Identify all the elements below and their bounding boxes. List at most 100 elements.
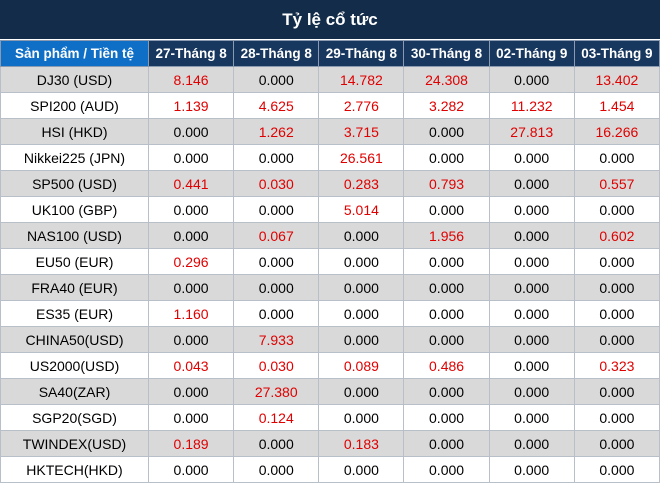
table-row: SPI200 (AUD) 1.139 4.625 2.776 3.282 11.232 1.… bbox=[0, 92, 660, 119]
dividend-value-cell: 0.000 bbox=[147, 456, 235, 483]
dividend-value-cell: 0.000 bbox=[573, 456, 660, 483]
table-row: SGP20(SGD) 0.000 0.124 0.000 0.000 0.000 0.000 bbox=[0, 404, 660, 431]
dividend-value-cell: 1.454 bbox=[573, 92, 660, 119]
dividend-value-cell: 3.282 bbox=[403, 92, 490, 119]
dividend-value-cell: 0.124 bbox=[233, 404, 320, 431]
dividend-value-cell: 0.000 bbox=[403, 144, 490, 171]
dividend-value-cell: 5.014 bbox=[318, 196, 405, 223]
header-date: 03-Tháng 9 bbox=[573, 40, 660, 67]
product-cell: DJ30 (USD) bbox=[0, 66, 149, 93]
dividend-value-cell: 0.000 bbox=[233, 196, 320, 223]
table-row: SA40(ZAR) 0.000 27.380 0.000 0.000 0.000 0.000 bbox=[0, 378, 660, 405]
product-cell: HKTECH(HKD) bbox=[0, 456, 149, 483]
product-cell: NAS100 (USD) bbox=[0, 222, 149, 249]
dividend-value-cell: 0.000 bbox=[573, 300, 660, 327]
dividend-value-cell: 0.000 bbox=[318, 222, 405, 249]
dividend-value-cell: 24.308 bbox=[403, 66, 490, 93]
table-row: CHINA50(USD) 0.000 7.933 0.000 0.000 0.000 0.0… bbox=[0, 326, 660, 353]
product-cell: SP500 (USD) bbox=[0, 170, 149, 197]
dividend-value-cell: 0.000 bbox=[488, 66, 575, 93]
table-title: Tỷ lệ cổ tức bbox=[0, 0, 660, 40]
dividend-value-cell: 0.793 bbox=[403, 170, 490, 197]
dividend-value-cell: 0.000 bbox=[488, 144, 575, 171]
dividend-value-cell: 0.000 bbox=[403, 118, 490, 145]
dividend-value-cell: 0.000 bbox=[147, 118, 235, 145]
dividend-value-cell: 0.000 bbox=[318, 248, 405, 275]
dividend-value-cell: 0.000 bbox=[488, 456, 575, 483]
dividend-value-cell: 0.189 bbox=[147, 430, 235, 457]
dividend-value-cell: 0.000 bbox=[318, 456, 405, 483]
table-row: NAS100 (USD) 0.000 0.067 0.000 1.956 0.000 0.6… bbox=[0, 222, 660, 249]
header-date: 02-Tháng 9 bbox=[488, 40, 575, 67]
dividend-value-cell: 7.933 bbox=[233, 326, 320, 353]
table-row: Nikkei225 (JPN) 0.000 0.000 26.561 0.000 0.00… bbox=[0, 144, 660, 171]
dividend-value-cell: 0.441 bbox=[147, 170, 235, 197]
product-cell: ES35 (EUR) bbox=[0, 300, 149, 327]
dividend-value-cell: 0.000 bbox=[233, 248, 320, 275]
dividend-value-cell: 0.000 bbox=[488, 300, 575, 327]
dividend-value-cell: 0.296 bbox=[147, 248, 235, 275]
dividend-value-cell: 0.602 bbox=[573, 222, 660, 249]
product-cell: SGP20(SGD) bbox=[0, 404, 149, 431]
dividend-value-cell: 0.000 bbox=[488, 222, 575, 249]
header-row: Sản phẩm / Tiền tệ 27-Tháng 8 28-Tháng 8… bbox=[0, 40, 660, 67]
dividend-value-cell: 0.000 bbox=[318, 378, 405, 405]
product-cell: EU50 (EUR) bbox=[0, 248, 149, 275]
dividend-value-cell: 16.266 bbox=[573, 118, 660, 145]
dividend-value-cell: 0.000 bbox=[233, 456, 320, 483]
table-row: DJ30 (USD) 8.146 0.000 14.782 24.308 0.000 13.… bbox=[0, 66, 660, 93]
dividend-value-cell: 26.561 bbox=[318, 144, 405, 171]
dividend-value-cell: 14.782 bbox=[318, 66, 405, 93]
product-cell: SA40(ZAR) bbox=[0, 378, 149, 405]
dividend-value-cell: 0.000 bbox=[488, 378, 575, 405]
table-row: UK100 (GBP) 0.000 0.000 5.014 0.000 0.000 0.00… bbox=[0, 196, 660, 223]
dividend-value-cell: 0.283 bbox=[318, 170, 405, 197]
dividend-value-cell: 27.380 bbox=[233, 378, 320, 405]
dividend-value-cell: 0.000 bbox=[318, 326, 405, 353]
dividend-value-cell: 0.000 bbox=[488, 170, 575, 197]
table-row: HSI (HKD) 0.000 1.262 3.715 0.000 27.813 16.26… bbox=[0, 118, 660, 145]
header-date: 30-Tháng 8 bbox=[403, 40, 490, 67]
dividend-value-cell: 0.000 bbox=[573, 378, 660, 405]
dividend-value-cell: 0.000 bbox=[488, 248, 575, 275]
dividend-value-cell: 0.043 bbox=[147, 352, 235, 379]
table-row: US2000(USD) 0.043 0.030 0.089 0.486 0.000 0.32… bbox=[0, 352, 660, 379]
dividend-value-cell: 0.000 bbox=[233, 66, 320, 93]
product-cell: US2000(USD) bbox=[0, 352, 149, 379]
dividend-value-cell: 1.262 bbox=[233, 118, 320, 145]
dividend-value-cell: 0.000 bbox=[403, 430, 490, 457]
table-row: ES35 (EUR) 1.160 0.000 0.000 0.000 0.000 0.000 bbox=[0, 300, 660, 327]
dividend-value-cell: 0.000 bbox=[573, 326, 660, 353]
product-cell: Nikkei225 (JPN) bbox=[0, 144, 149, 171]
dividend-value-cell: 0.000 bbox=[573, 144, 660, 171]
dividend-value-cell: 0.000 bbox=[573, 404, 660, 431]
dividend-value-cell: 1.139 bbox=[147, 92, 235, 119]
dividend-value-cell: 2.776 bbox=[318, 92, 405, 119]
table-row: HKTECH(HKD) 0.000 0.000 0.000 0.000 0.000 0.00… bbox=[0, 456, 660, 483]
dividend-value-cell: 0.000 bbox=[147, 274, 235, 301]
dividend-value-cell: 0.000 bbox=[403, 248, 490, 275]
header-product: Sản phẩm / Tiền tệ bbox=[0, 40, 149, 67]
dividend-value-cell: 0.323 bbox=[573, 352, 660, 379]
dividend-value-cell: 1.956 bbox=[403, 222, 490, 249]
dividend-value-cell: 0.030 bbox=[233, 170, 320, 197]
dividend-value-cell: 0.000 bbox=[403, 456, 490, 483]
table-row: EU50 (EUR) 0.296 0.000 0.000 0.000 0.000 0.000 bbox=[0, 248, 660, 275]
dividend-value-cell: 0.000 bbox=[403, 378, 490, 405]
product-cell: TWINDEX(USD) bbox=[0, 430, 149, 457]
dividend-value-cell: 0.000 bbox=[488, 196, 575, 223]
dividend-value-cell: 13.402 bbox=[573, 66, 660, 93]
dividend-value-cell: 0.000 bbox=[403, 274, 490, 301]
dividend-value-cell: 0.000 bbox=[318, 300, 405, 327]
dividend-value-cell: 0.000 bbox=[233, 300, 320, 327]
dividend-value-cell: 0.000 bbox=[573, 274, 660, 301]
dividend-value-cell: 11.232 bbox=[488, 92, 575, 119]
product-cell: SPI200 (AUD) bbox=[0, 92, 149, 119]
table-body: DJ30 (USD) 8.146 0.000 14.782 24.308 0.000 13.… bbox=[0, 66, 660, 483]
dividend-value-cell: 0.000 bbox=[403, 326, 490, 353]
dividend-value-cell: 0.000 bbox=[488, 352, 575, 379]
dividend-value-cell: 0.486 bbox=[403, 352, 490, 379]
dividend-value-cell: 0.000 bbox=[488, 326, 575, 353]
dividend-value-cell: 0.000 bbox=[233, 274, 320, 301]
